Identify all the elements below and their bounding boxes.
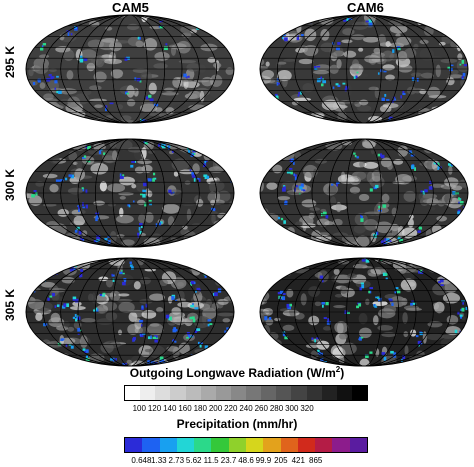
colorbar-swatch [200,386,216,400]
map-panel-cam5-305k [25,257,235,367]
colorbar-tick-label: 1.33 [151,456,167,465]
colorbar-swatch [185,386,201,400]
row-label-300k: 300 K [3,168,17,202]
colorbar-swatch [170,386,186,400]
precip-colorbar-title: Precipitation (mm/hr) [176,417,298,431]
colorbar-swatch [176,438,195,452]
column-title-cam6: CAM6 [347,0,384,15]
column-title-cam5: CAM5 [112,0,149,15]
row-label-305k: 305 K [3,288,17,322]
colorbar-tick-label: 240 [239,404,253,413]
colorbar-tick-label: 160 [178,404,192,413]
colorbar-tick-label: 5.62 [185,456,202,465]
olr-colorbar [124,385,368,401]
colorbar-swatch [142,438,160,452]
colorbar-tick-label: 0.648 [131,456,152,465]
colorbar-tick-label: 120 [147,404,162,413]
map-panel-cam5-295k [25,14,235,124]
colorbar-swatch [349,438,367,452]
colorbar-tick-label: 100 [132,404,146,413]
colorbar-swatch [280,438,298,452]
colorbar-tick-label: 200 [208,404,223,413]
colorbar-swatch [276,386,292,400]
colorbar-tick-label: 280 [269,404,284,413]
colorbar-swatch [291,386,307,400]
colorbar-swatch [211,438,229,452]
olr-colorbar-ticks: 100 120 140 160 180 200 220 240 260 280 300 320 [124,404,368,414]
colorbar-swatch [263,438,281,452]
colorbar-swatch [261,386,277,400]
colorbar-tick-label: 48.6 [238,456,254,465]
colorbar-tick-label: 2.73 [168,456,185,465]
precip-colorbar [124,437,368,453]
colorbar-tick-label: 260 [254,404,268,413]
map-panel-cam6-295k [259,14,469,124]
colorbar-tick-label: 300 [285,404,299,413]
row-label-295k: 295 K [3,45,17,79]
colorbar-swatch [159,438,177,452]
olr-colorbar-title: Outgoing Longwave Radiation (W/m2) [129,365,345,380]
colorbar-tick-label: 140 [163,404,177,413]
colorbar-tick-label: 11.5 [203,456,219,465]
colorbar-swatch [351,386,367,400]
colorbar-tick-label: 180 [193,404,207,413]
colorbar-swatch [245,438,264,452]
colorbar-swatch [315,438,333,452]
colorbar-swatch [306,386,322,400]
colorbar-swatch [246,386,262,400]
map-panel-cam6-300k [259,138,469,248]
colorbar-tick-label: 220 [224,404,238,413]
colorbar-swatch [155,386,171,400]
colorbar-swatch [228,438,246,452]
colorbar-swatch [140,386,156,400]
colorbar-swatch [332,438,350,452]
colorbar-swatch [215,386,231,400]
colorbar-swatch [125,386,141,400]
colorbar-tick-label: 23.7 [220,456,237,465]
map-panel-cam5-300k [25,138,235,248]
colorbar-swatch [230,386,246,400]
colorbar-tick-label: 865 [309,456,323,465]
map-panel-cam6-305k [259,257,469,367]
colorbar-swatch [297,438,316,452]
colorbar-tick-label: 205 [274,456,288,465]
precip-colorbar-ticks: 0.648 1.33 2.73 5.62 11.5 23.7 48.6 99.9 205 421 8… [124,456,368,466]
colorbar-swatch [321,386,337,400]
colorbar-tick-label: 421 [291,456,305,465]
colorbar-tick-label: 99.9 [255,456,272,465]
colorbar-tick-label: 320 [300,404,314,413]
colorbar-swatch [125,438,143,452]
colorbar-swatch [194,438,212,452]
colorbar-swatch [336,386,352,400]
